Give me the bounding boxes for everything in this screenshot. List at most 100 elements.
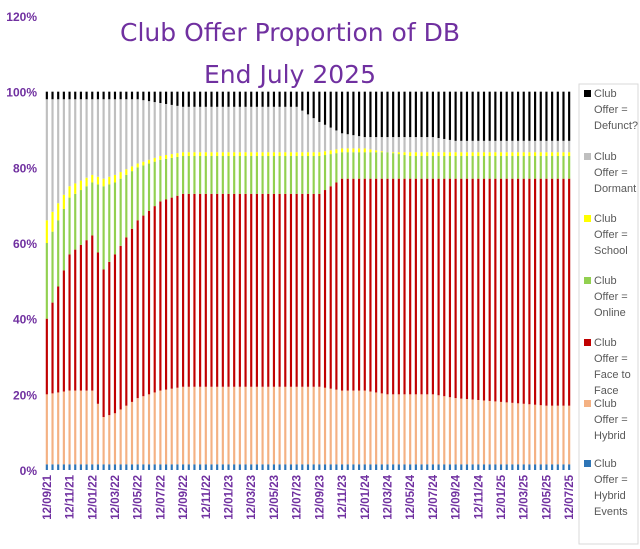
bar-segment-defunct: [233, 91, 236, 107]
bar-segment-dormant: [516, 140, 520, 153]
bar-segment-school: [420, 152, 423, 156]
legend-label-defunct: Offer =: [594, 104, 628, 116]
legend-label-school: Club: [594, 213, 617, 225]
x-tick-label: 12/07/22: [155, 475, 167, 520]
bar-segment-face-to-face: [199, 193, 202, 387]
bar-segment-defunct: [369, 91, 372, 138]
bar-segment-hybrid-events: [409, 464, 412, 470]
bar-segment-face-to-face: [329, 186, 332, 389]
bar-segment-hybrid: [45, 394, 48, 465]
bar-segment-dormant: [403, 137, 406, 153]
bar-segment-face-to-face: [227, 193, 230, 387]
bar-segment-school: [363, 148, 366, 153]
bar-segment-face-to-face: [352, 178, 355, 391]
bar-segment-dormant: [460, 140, 463, 153]
bar-segment-dormant: [465, 140, 469, 153]
bar-segment-school: [499, 152, 503, 156]
bar-segment-hybrid: [397, 394, 400, 465]
bar-segment-face-to-face: [164, 199, 168, 390]
y-tick-label: 60%: [13, 237, 37, 251]
bar-segment-dormant: [335, 130, 338, 150]
bar-segment-hybrid-events: [335, 464, 338, 470]
bar-segment-online: [147, 163, 151, 211]
bar-segment-hybrid: [136, 398, 139, 465]
bar-segment-defunct: [448, 91, 452, 140]
bar-segment-school: [45, 220, 48, 243]
bar-segment-hybrid: [369, 391, 372, 465]
bar-segment-dormant: [511, 140, 514, 153]
bar-segment-online: [182, 155, 185, 194]
bar-segment-hybrid: [460, 398, 463, 465]
bar-segment-school: [528, 152, 531, 156]
bar-segment-face-to-face: [182, 193, 185, 387]
bar-segment-dormant: [551, 140, 554, 153]
bar-segment-face-to-face: [267, 193, 270, 387]
bar-segment-school: [193, 152, 196, 156]
bar-segment-face-to-face: [420, 178, 423, 395]
bar-segment-face-to-face: [153, 206, 156, 393]
bar-segment-hybrid: [176, 387, 179, 465]
bar-segment-hybrid-events: [210, 464, 213, 470]
bar-segment-dormant: [68, 99, 71, 187]
bar-segment-hybrid: [505, 402, 508, 465]
x-tick-label: 12/01/23: [224, 475, 236, 520]
bar-segment-hybrid: [511, 402, 514, 465]
bar-segment-hybrid-events: [147, 464, 151, 470]
bar-segment-online: [494, 155, 497, 179]
bar-segment-hybrid-events: [499, 464, 503, 470]
bar-segment-defunct: [380, 91, 383, 138]
bar-segment-school: [170, 154, 173, 158]
bar-segment-online: [528, 155, 531, 179]
bar-segment-hybrid: [562, 405, 565, 465]
bar-segment-hybrid-events: [448, 464, 452, 470]
bar-segment-defunct: [278, 91, 281, 107]
bar-segment-dormant: [556, 140, 559, 153]
bar-segment-school: [221, 152, 224, 156]
bar-segment-face-to-face: [443, 178, 446, 397]
bar-segment-school: [85, 177, 88, 187]
bar-segment-online: [460, 155, 463, 179]
bar-segment-online: [221, 155, 224, 194]
bar-segment-dormant: [255, 106, 258, 153]
bar-segment-defunct: [358, 91, 361, 137]
bar-segment-hybrid-events: [340, 464, 344, 470]
x-tick-label: 12/01/22: [87, 475, 99, 520]
bar-segment-school: [534, 152, 537, 156]
bar-segment-online: [306, 155, 310, 194]
bar-segment-defunct: [147, 91, 151, 102]
bar-segment-online: [130, 171, 134, 229]
bar-segment-online: [57, 220, 60, 287]
bar-segment-online: [545, 155, 548, 179]
bar-segment-defunct: [454, 91, 457, 141]
bar-segment-school: [284, 152, 287, 156]
bar-segment-dormant: [414, 137, 417, 153]
bar-segment-school: [437, 152, 440, 156]
x-tick-label: 12/05/24: [405, 474, 417, 519]
bar-segment-hybrid: [380, 393, 383, 465]
bar-segment-dormant: [267, 106, 270, 153]
legend-swatch-school: [584, 215, 591, 222]
bar-segment-dormant: [499, 140, 503, 153]
bar-segment-dormant: [306, 114, 310, 153]
bar-segment-defunct: [556, 91, 559, 141]
bar-segment-defunct: [182, 91, 185, 107]
bar-segment-face-to-face: [545, 178, 548, 406]
legend-label-dormant: Offer =: [594, 167, 628, 179]
bar-segment-school: [79, 180, 82, 191]
bar-segment-defunct: [119, 91, 122, 100]
bar-segment-hybrid: [551, 405, 554, 465]
bar-segment-face-to-face: [534, 178, 537, 405]
bar-segment-hybrid-events: [170, 464, 173, 470]
bar-segment-online: [62, 208, 65, 271]
x-tick-label: 12/09/23: [314, 475, 326, 520]
bar-segment-dormant: [113, 99, 117, 175]
bar-segment-school: [74, 183, 77, 194]
bar-segment-online: [261, 155, 264, 194]
bar-segment-hybrid-events: [182, 464, 185, 470]
bar-segment-hybrid: [153, 392, 156, 465]
bar-segment-school: [369, 149, 372, 153]
legend-label-face-to-face: Face: [594, 385, 618, 397]
bar-segment-school: [443, 152, 446, 156]
bar-segment-dormant: [471, 140, 474, 153]
bar-segment-online: [312, 155, 315, 194]
